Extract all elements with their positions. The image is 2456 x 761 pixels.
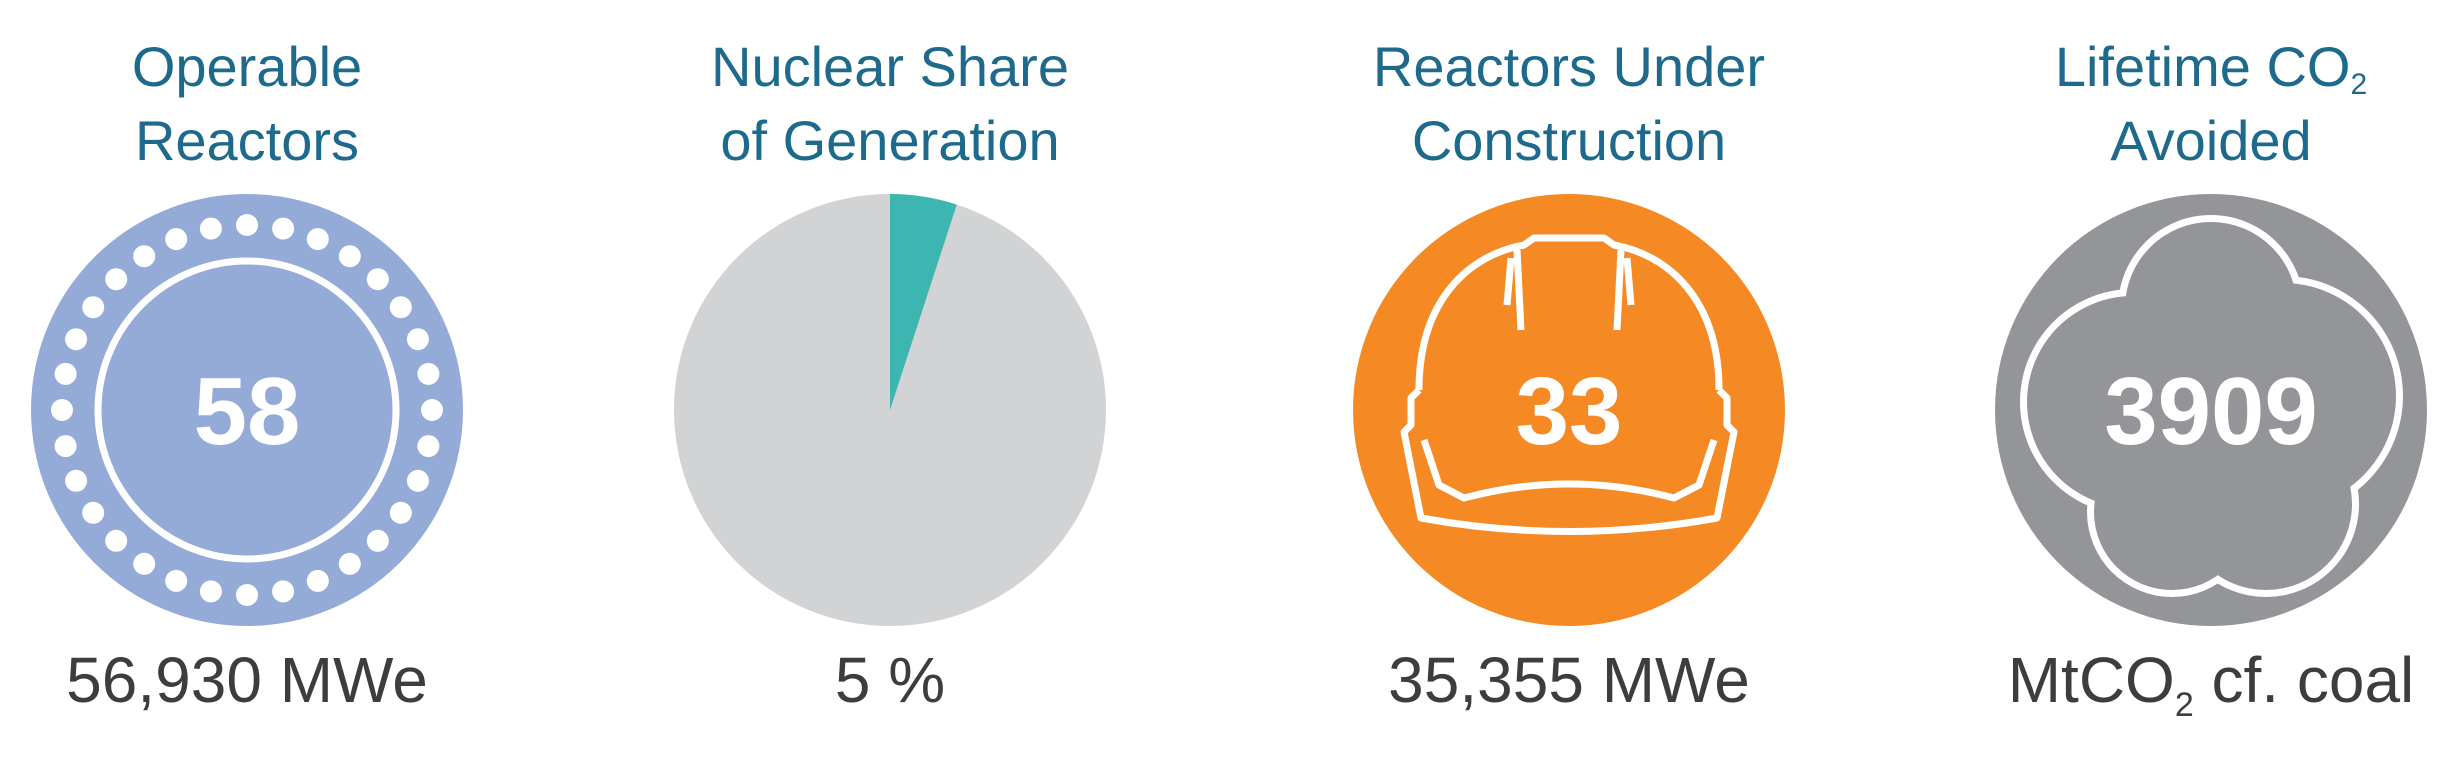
- reactor-dot: [82, 296, 105, 319]
- stat-caption: MtCO2 cf. coal: [1911, 640, 2456, 722]
- reactor-dot: [105, 529, 128, 552]
- reactor-dot: [417, 362, 440, 385]
- reactor-dot: [199, 217, 222, 240]
- caption-text: MtCO: [2007, 644, 2175, 716]
- construction-count: 33: [1516, 358, 1623, 465]
- reactor-dot: [417, 435, 440, 458]
- stat-operable-reactors: Operable Reactors 58 56,930 MWe: [0, 0, 547, 761]
- stat-nuclear-share: Nuclear Share of Generation 5 %: [590, 0, 1190, 761]
- reactor-dot: [82, 501, 105, 524]
- stat-caption: 5 %: [834, 644, 946, 716]
- reactor-dot: [199, 580, 222, 603]
- reactor-dots: [51, 214, 443, 606]
- title-text: Lifetime CO: [2054, 35, 2351, 98]
- reactor-dot: [133, 245, 156, 268]
- co2-avoided-value: 3909: [2104, 358, 2318, 465]
- reactor-dot: [165, 569, 188, 592]
- reactor-dot: [306, 228, 329, 251]
- reactor-dot: [105, 268, 128, 291]
- title-line: Nuclear Share: [711, 35, 1069, 98]
- title-line: Construction: [1411, 109, 1727, 172]
- hard-hat-outline: [1400, 234, 1738, 535]
- reactor-dot: [165, 228, 188, 251]
- reactor-dot: [366, 268, 389, 291]
- reactor-dot: [338, 552, 361, 575]
- reactor-dot: [272, 217, 295, 240]
- inner-ring: [94, 257, 400, 563]
- reactor-dot: [65, 469, 88, 492]
- title-line: Avoided: [2110, 109, 2312, 172]
- badge-circle: [31, 194, 463, 626]
- title-line: of Generation: [720, 109, 1060, 172]
- stat-co2-avoided: Lifetime CO2 Avoided 3909 MtCO2 cf. coal: [1911, 0, 2456, 761]
- stat-caption: 56,930 MWe: [66, 644, 428, 716]
- reactor-dot: [236, 584, 258, 606]
- reactor-dot: [389, 296, 412, 319]
- reactor-dot: [406, 328, 429, 351]
- share-pie-chart: [674, 194, 1106, 626]
- cloud-icon: 3909: [1995, 194, 2427, 626]
- stat-title: Lifetime CO2 Avoided: [1911, 30, 2456, 178]
- reactor-dot: [306, 569, 329, 592]
- pie-slice-nuclear: [890, 194, 957, 410]
- reactor-dot: [133, 552, 156, 575]
- reactor-ring-icon: 58: [31, 194, 463, 626]
- reactor-dot: [54, 362, 77, 385]
- reactor-dot: [366, 529, 389, 552]
- reactor-dot: [65, 328, 88, 351]
- reactor-dot: [236, 214, 258, 236]
- reactor-dot: [54, 435, 77, 458]
- hard-hat-icon: 33: [1353, 194, 1785, 626]
- stat-title: Reactors Under Construction: [1269, 30, 1869, 178]
- subscript: 2: [2174, 686, 2194, 724]
- title-line: Lifetime CO2: [1911, 30, 2456, 104]
- reactor-dot: [389, 501, 412, 524]
- badge-circle: [1353, 194, 1785, 626]
- title-line: Operable: [131, 35, 363, 98]
- title-line: Reactors: [134, 109, 360, 172]
- stat-caption: 35,355 MWe: [1388, 644, 1750, 716]
- reactor-dot: [272, 580, 295, 603]
- reactor-dot: [338, 245, 361, 268]
- reactor-dot: [51, 399, 73, 421]
- cloud-fill: [2027, 222, 2396, 590]
- stat-under-construction: Reactors Under Construction 33 35,355 MW…: [1269, 0, 1869, 761]
- stat-title: Operable Reactors: [0, 30, 547, 178]
- caption-text: cf. coal: [2193, 644, 2415, 716]
- reactor-dot: [406, 469, 429, 492]
- reactor-dot: [421, 399, 443, 421]
- reactor-count: 58: [194, 358, 301, 465]
- title-line: Reactors Under: [1372, 35, 1766, 98]
- stat-title: Nuclear Share of Generation: [590, 30, 1190, 178]
- subscript: 2: [2350, 68, 2368, 101]
